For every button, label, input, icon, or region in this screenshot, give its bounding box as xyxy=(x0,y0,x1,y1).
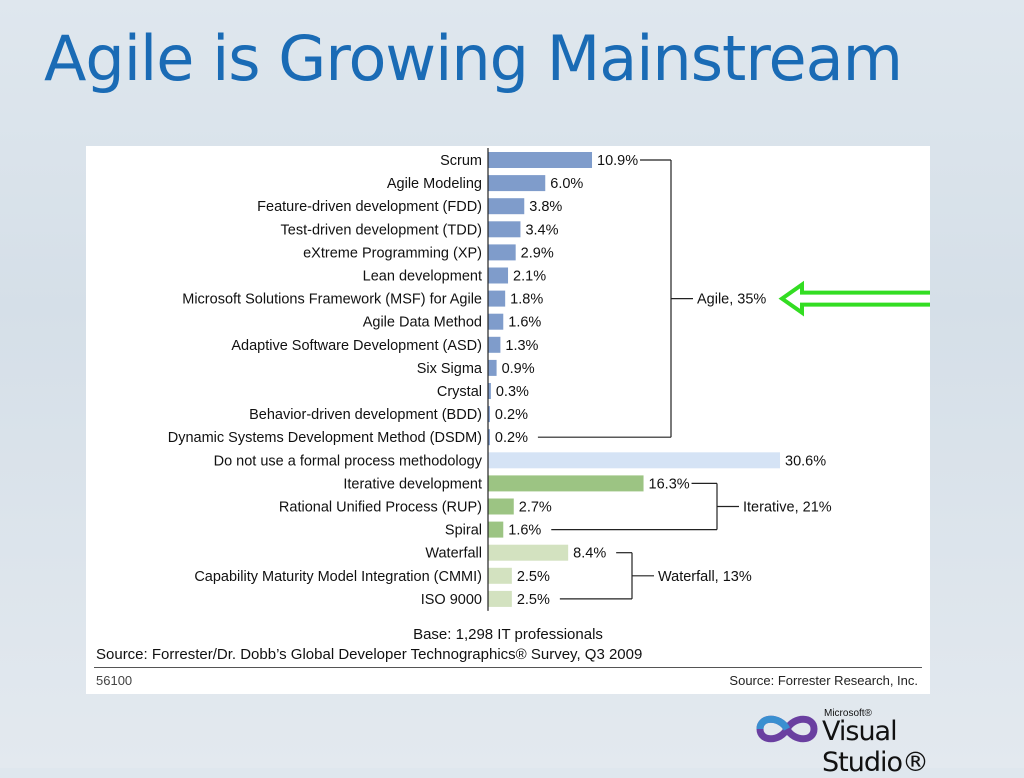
highlight-arrow-icon xyxy=(778,280,930,317)
bar xyxy=(488,336,501,353)
category-label: Lean development xyxy=(363,269,482,285)
bar xyxy=(488,221,521,238)
value-label: 8.4% xyxy=(573,546,606,562)
footer-source: Source: Forrester Research, Inc. xyxy=(729,673,918,688)
value-label: 30.6% xyxy=(785,453,826,469)
value-label: 0.3% xyxy=(496,384,529,400)
bar-chart: Scrum 10.9% Agile Modeling 6.0% Feature-driv… xyxy=(168,148,930,611)
value-label: 10.9% xyxy=(597,153,638,169)
bar xyxy=(488,152,593,168)
value-label: 3.8% xyxy=(529,199,562,215)
footer-divider xyxy=(94,667,922,668)
value-label: 0.9% xyxy=(502,361,535,377)
category-label: Spiral xyxy=(445,523,482,539)
value-label: 16.3% xyxy=(649,476,690,492)
logo-brand-text: Microsoft® xyxy=(824,708,872,719)
slide-title: Agile is Growing Mainstream xyxy=(44,22,903,95)
value-label: 1.8% xyxy=(510,292,543,308)
value-label: 2.9% xyxy=(521,245,554,261)
category-label: Iterative development xyxy=(343,476,482,492)
category-label: Scrum xyxy=(440,153,482,169)
bar xyxy=(488,475,644,492)
bar xyxy=(488,544,569,561)
bar xyxy=(488,290,506,307)
bar xyxy=(488,383,491,399)
bar xyxy=(488,313,504,330)
category-label: Test-driven development (TDD) xyxy=(281,222,482,238)
group-label: Agile, 35% xyxy=(697,292,766,308)
category-label: Capability Maturity Model Integration (C… xyxy=(194,569,482,585)
category-label: Rational Unified Process (RUP) xyxy=(279,500,482,516)
category-label: eXtreme Programming (XP) xyxy=(303,245,482,261)
category-label: Adaptive Software Development (ASD) xyxy=(231,338,482,354)
bar xyxy=(488,521,504,538)
value-label: 2.1% xyxy=(513,269,546,285)
bar xyxy=(488,244,516,261)
source-note: Source: Forrester/Dr. Dobb’s Global Deve… xyxy=(96,646,643,663)
category-label: Do not use a formal process methodology xyxy=(214,453,483,469)
bar xyxy=(488,406,490,423)
bar xyxy=(488,359,497,376)
value-label: 3.4% xyxy=(525,222,558,238)
category-label: Dynamic Systems Development Method (DSDM… xyxy=(168,430,482,446)
infinity-icon xyxy=(756,715,818,743)
bar xyxy=(488,452,780,469)
value-label: 0.2% xyxy=(495,430,528,446)
category-label: Agile Data Method xyxy=(363,315,482,331)
value-label: 2.7% xyxy=(519,500,552,516)
footer-id: 56100 xyxy=(96,673,133,688)
category-label: Microsoft Solutions Framework (MSF) for … xyxy=(182,292,482,308)
category-label: Agile Modeling xyxy=(387,176,482,192)
bar xyxy=(488,590,512,607)
category-label: Waterfall xyxy=(425,546,482,562)
bar xyxy=(488,567,512,584)
category-label: ISO 9000 xyxy=(421,592,482,608)
category-label: Behavior-driven development (BDD) xyxy=(249,407,482,423)
bar xyxy=(488,198,525,215)
value-label: 6.0% xyxy=(550,176,583,192)
bar xyxy=(488,429,490,446)
bar xyxy=(488,267,509,284)
value-label: 1.6% xyxy=(508,315,541,331)
value-label: 0.2% xyxy=(495,407,528,423)
visual-studio-logo: Microsoft® Visual Studio® xyxy=(754,706,994,778)
base-note: Base: 1,298 IT professionals xyxy=(413,626,603,643)
value-label: 2.5% xyxy=(517,592,550,608)
value-label: 2.5% xyxy=(517,569,550,585)
group-label: Iterative, 21% xyxy=(743,500,832,516)
bar xyxy=(488,498,514,515)
chart-panel: Scrum 10.9% Agile Modeling 6.0% Feature-driv… xyxy=(86,146,930,694)
group-label: Waterfall, 13% xyxy=(658,569,752,585)
category-label: Feature-driven development (FDD) xyxy=(257,199,482,215)
value-label: 1.3% xyxy=(505,338,538,354)
bar xyxy=(488,175,546,192)
category-label: Six Sigma xyxy=(417,361,483,377)
category-label: Crystal xyxy=(437,384,482,400)
logo-product-text: Visual Studio® xyxy=(822,716,929,778)
value-label: 1.6% xyxy=(508,523,541,539)
